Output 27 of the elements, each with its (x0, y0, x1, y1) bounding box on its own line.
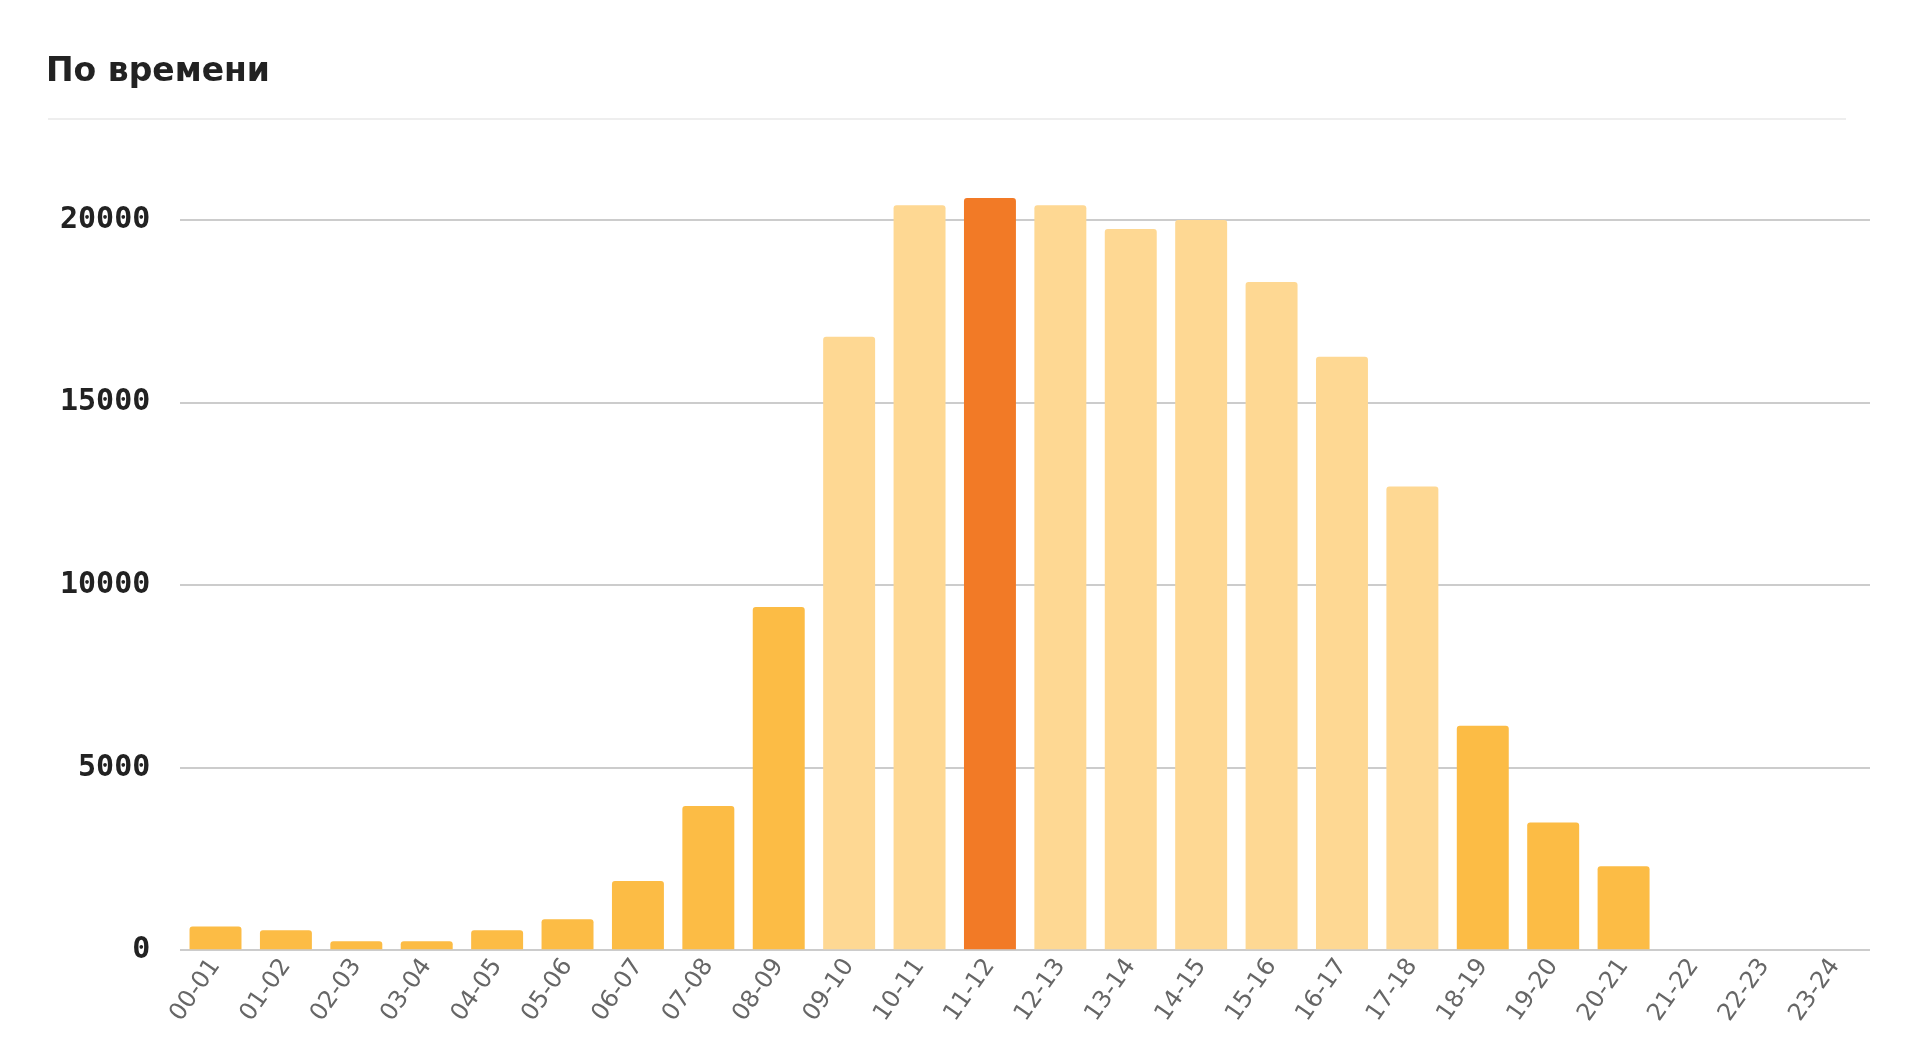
bar (1456, 725, 1509, 950)
bar (330, 941, 383, 950)
bar (1034, 205, 1087, 950)
bar (1175, 219, 1228, 950)
bar (259, 930, 312, 950)
bar (752, 607, 805, 950)
bar (1104, 229, 1157, 950)
bar (682, 806, 735, 950)
bar (963, 198, 1016, 950)
bar (189, 926, 242, 950)
bar (471, 930, 524, 950)
y-tick-label: 0 (132, 930, 151, 966)
y-tick-label: 20000 (60, 199, 151, 235)
y-tick-label: 10000 (60, 564, 151, 600)
y-tick-label: 5000 (78, 747, 151, 783)
chart-title: По времени (46, 50, 270, 89)
bar (893, 205, 946, 950)
bar (1315, 356, 1368, 950)
bar (823, 336, 876, 950)
bar (1527, 822, 1580, 950)
bar (611, 880, 664, 950)
bar (1386, 486, 1439, 950)
bar (1597, 866, 1650, 950)
bar (1245, 282, 1298, 950)
y-tick-label: 15000 (60, 382, 151, 418)
bar (400, 941, 453, 950)
bar (541, 919, 594, 950)
